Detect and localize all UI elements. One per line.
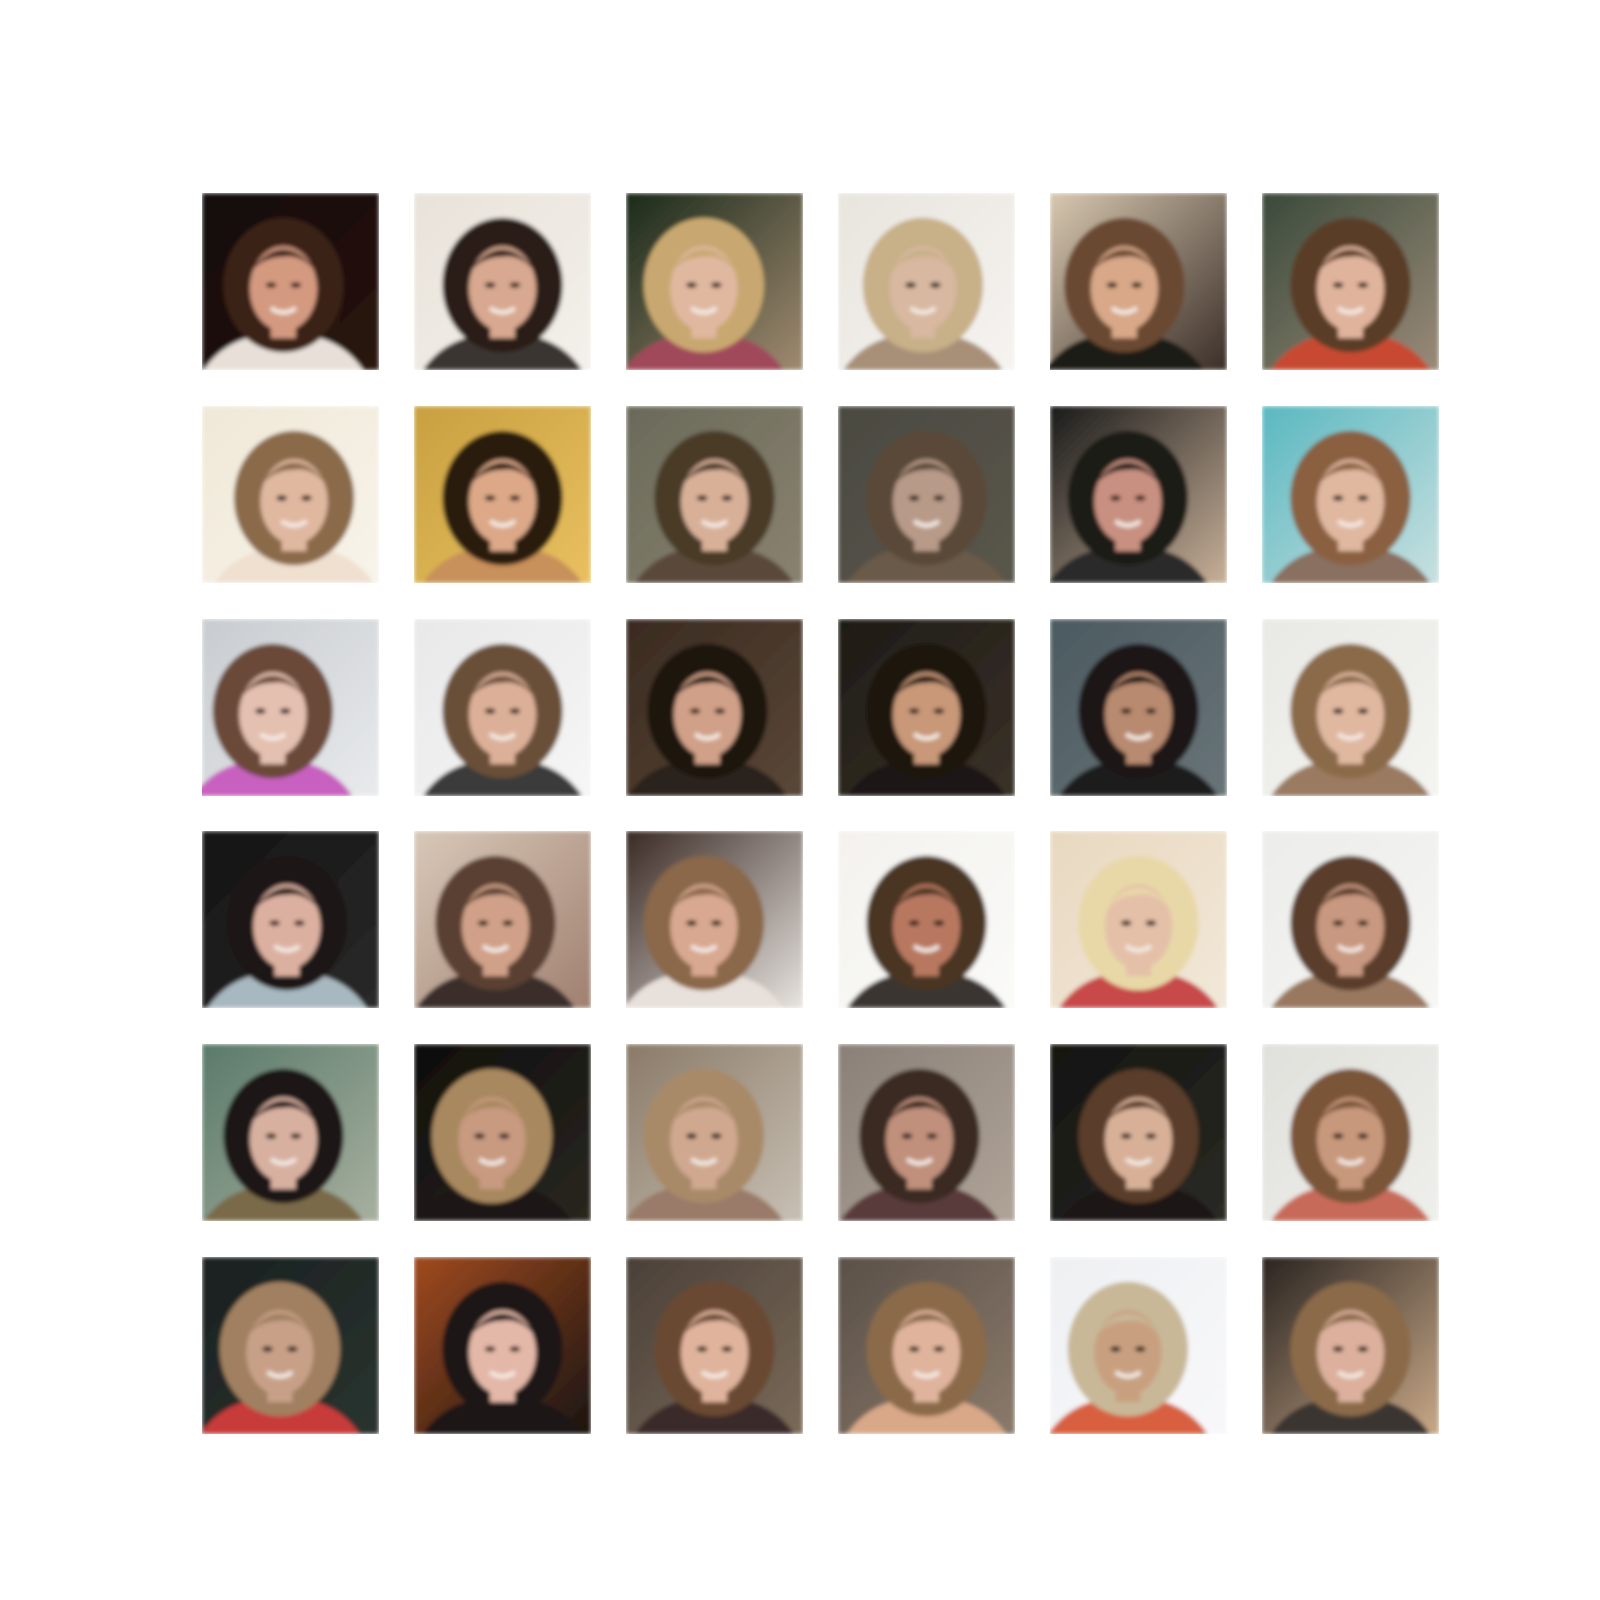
face-tile-3-2	[414, 619, 591, 796]
face-tile-3-3	[626, 619, 803, 796]
face-image	[1050, 406, 1227, 583]
face-image	[414, 1044, 591, 1221]
face-image	[1050, 193, 1227, 370]
face-image	[202, 831, 379, 1008]
face-image	[1050, 619, 1227, 796]
face-image	[1262, 1044, 1439, 1221]
generated-faces-grid	[202, 193, 1450, 1434]
face-image	[1262, 831, 1439, 1008]
face-tile-4-2	[414, 831, 591, 1008]
face-image	[202, 193, 379, 370]
face-tile-6-5	[1050, 1257, 1227, 1434]
face-tile-5-4	[838, 1044, 1015, 1221]
face-tile-5-5	[1050, 1044, 1227, 1221]
face-image	[838, 1257, 1015, 1434]
face-image	[626, 831, 803, 1008]
face-tile-4-5	[1050, 831, 1227, 1008]
face-image	[626, 1044, 803, 1221]
face-tile-6-2	[414, 1257, 591, 1434]
face-tile-4-1	[202, 831, 379, 1008]
face-image	[414, 406, 591, 583]
face-tile-4-4	[838, 831, 1015, 1008]
face-tile-5-6	[1262, 1044, 1439, 1221]
face-image	[1050, 831, 1227, 1008]
face-image	[838, 831, 1015, 1008]
face-image	[414, 193, 591, 370]
face-image	[1262, 1257, 1439, 1434]
face-image	[838, 1044, 1015, 1221]
face-image	[838, 406, 1015, 583]
face-image	[838, 193, 1015, 370]
face-image	[626, 619, 803, 796]
face-image	[838, 619, 1015, 796]
face-tile-1-5	[1050, 193, 1227, 370]
face-image	[202, 1257, 379, 1434]
face-tile-3-4	[838, 619, 1015, 796]
face-image	[414, 1257, 591, 1434]
face-tile-1-1	[202, 193, 379, 370]
face-image	[626, 193, 803, 370]
face-tile-2-4	[838, 406, 1015, 583]
face-tile-2-3	[626, 406, 803, 583]
face-tile-3-5	[1050, 619, 1227, 796]
face-image	[202, 406, 379, 583]
face-tile-1-3	[626, 193, 803, 370]
face-tile-2-2	[414, 406, 591, 583]
face-tile-3-1	[202, 619, 379, 796]
face-tile-2-5	[1050, 406, 1227, 583]
face-tile-1-6	[1262, 193, 1439, 370]
face-tile-5-3	[626, 1044, 803, 1221]
face-tile-4-6	[1262, 831, 1439, 1008]
face-tile-6-3	[626, 1257, 803, 1434]
face-image	[1050, 1044, 1227, 1221]
face-tile-1-2	[414, 193, 591, 370]
face-tile-6-4	[838, 1257, 1015, 1434]
face-image	[1262, 406, 1439, 583]
face-image	[626, 406, 803, 583]
face-tile-4-3	[626, 831, 803, 1008]
face-image	[414, 619, 591, 796]
face-tile-2-1	[202, 406, 379, 583]
face-image	[202, 1044, 379, 1221]
face-image	[626, 1257, 803, 1434]
face-tile-6-6	[1262, 1257, 1439, 1434]
face-image	[202, 619, 379, 796]
face-tile-3-6	[1262, 619, 1439, 796]
face-image	[1262, 193, 1439, 370]
face-tile-5-2	[414, 1044, 591, 1221]
face-image	[1050, 1257, 1227, 1434]
face-image	[414, 831, 591, 1008]
face-tile-1-4	[838, 193, 1015, 370]
face-tile-2-6	[1262, 406, 1439, 583]
face-tile-5-1	[202, 1044, 379, 1221]
face-image	[1262, 619, 1439, 796]
face-tile-6-1	[202, 1257, 379, 1434]
